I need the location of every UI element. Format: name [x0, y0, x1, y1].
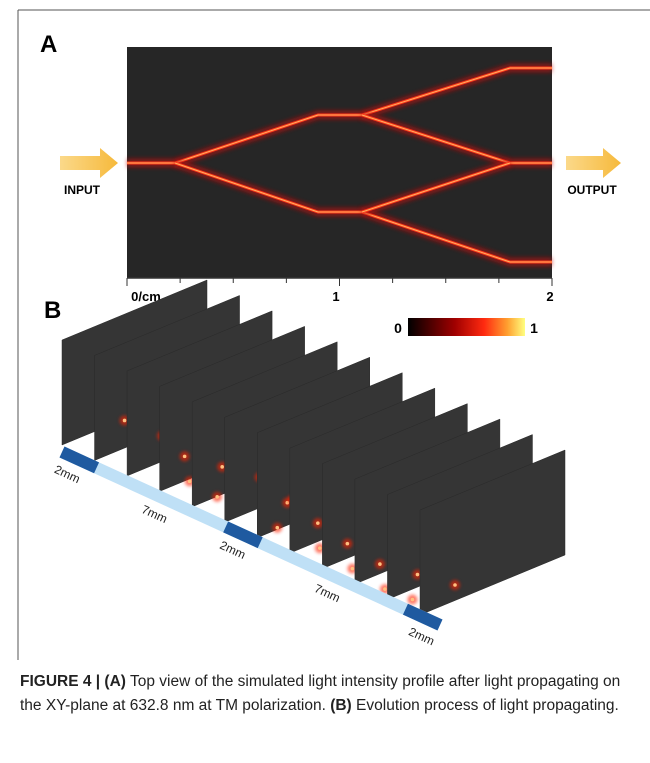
- panel-label: B: [44, 297, 61, 324]
- spot: [318, 546, 322, 550]
- input-arrow: [60, 148, 118, 178]
- spot: [275, 526, 279, 530]
- spot: [378, 562, 382, 566]
- axis-ticks: [127, 278, 552, 286]
- figure-page: A INPUT OUTPUT 0/cm 1 2 B 0 1 2mm7mm2mm7…: [0, 0, 650, 763]
- panel-label: A: [40, 31, 57, 58]
- spot: [383, 587, 387, 591]
- segment-label: 2mm: [52, 462, 82, 486]
- segment-label: 7mm: [139, 502, 169, 526]
- segment-label: 7mm: [312, 581, 342, 605]
- spot: [411, 598, 415, 602]
- output-arrow: [566, 148, 621, 178]
- colorbar-label: 0: [394, 320, 402, 336]
- spot: [316, 521, 320, 525]
- output-label: OUTPUT: [567, 183, 617, 197]
- colorbar: [408, 318, 525, 336]
- figure: A INPUT OUTPUT 0/cm 1 2 B 0 1 2mm7mm2mm7…: [0, 0, 650, 660]
- segment-label: 2mm: [218, 538, 248, 562]
- input-label: INPUT: [64, 183, 101, 197]
- spot: [215, 495, 219, 499]
- spot: [183, 455, 187, 459]
- caption: FIGURE 4 | (A) Top view of the simulated…: [20, 670, 630, 718]
- caption-part: Evolution process of light propagating.: [352, 697, 619, 714]
- axis-label: 2: [546, 289, 553, 304]
- caption-part: (B): [330, 697, 352, 714]
- spot: [123, 419, 127, 423]
- caption-part: FIGURE 4 | (A): [20, 673, 126, 690]
- spot: [188, 480, 192, 484]
- segment-label: 2mm: [407, 624, 437, 648]
- spot: [220, 465, 224, 469]
- colorbar-label: 1: [530, 320, 538, 336]
- axis-label: 1: [332, 289, 339, 304]
- intensity-map: [127, 47, 552, 278]
- spot: [416, 573, 420, 577]
- spot: [346, 542, 350, 546]
- spot: [351, 567, 355, 571]
- spot: [453, 583, 457, 587]
